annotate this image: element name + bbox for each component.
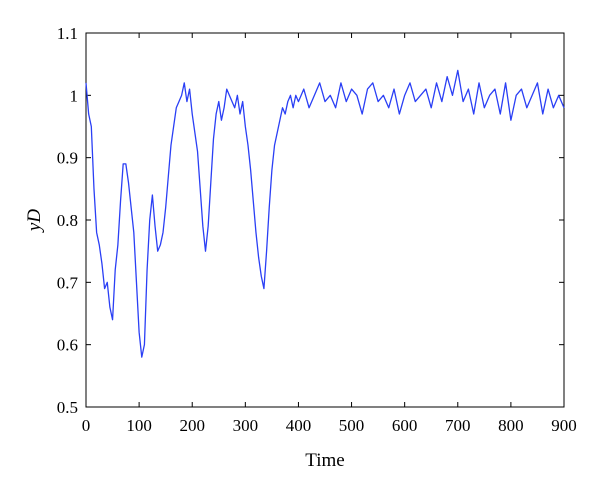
y-tick-label: 1.1 [57, 24, 78, 43]
x-tick-label: 300 [233, 416, 259, 435]
series-layer [85, 69, 565, 358]
x-axis-title: Time [305, 450, 344, 471]
x-tick-label: 100 [126, 416, 152, 435]
x-tick-label: 900 [551, 416, 577, 435]
y-tick-label: 0.8 [57, 211, 78, 230]
x-tick-label: 0 [82, 416, 91, 435]
x-tick-label: 800 [498, 416, 524, 435]
y-tick-label: 0.7 [57, 273, 79, 292]
x-tick-label: 700 [445, 416, 471, 435]
x-tick-label: 600 [392, 416, 418, 435]
y-tick-label: 0.6 [57, 336, 78, 355]
x-tick-label: 500 [339, 416, 365, 435]
y-tick-label: 0.5 [57, 398, 78, 417]
x-axis-ticks: 0 100 200 300 400 500 600 700 800 900 [82, 33, 577, 435]
series-line-0 [85, 69, 565, 358]
plot-frame [85, 32, 565, 408]
y-tick-label: 1 [70, 86, 79, 105]
x-tick-label: 400 [286, 416, 312, 435]
y-axis-ticks: 0.5 0.6 0.7 0.8 0.9 1 1.1 [57, 24, 564, 417]
x-tick-label: 200 [179, 416, 205, 435]
y-tick-label: 0.9 [57, 149, 78, 168]
y-axis-title: yD [24, 209, 45, 233]
